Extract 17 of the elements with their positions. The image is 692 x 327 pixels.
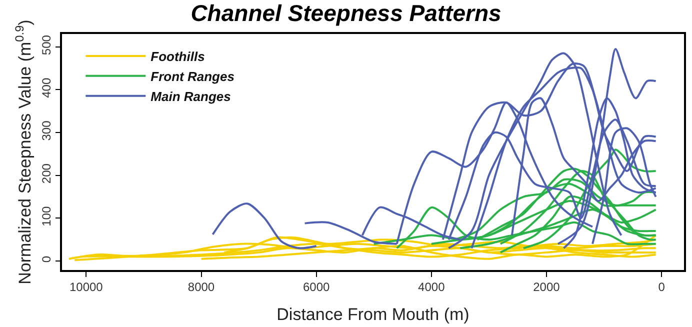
y-tick-label: 0: [39, 256, 54, 263]
x-axis-title: Distance From Mouth (m): [276, 305, 470, 324]
x-tick-label: 4000: [418, 280, 446, 294]
x-tick-label: 0: [658, 280, 666, 294]
x-tick-label: 2000: [533, 280, 560, 294]
x-tick-label: 8000: [188, 280, 215, 294]
x-tick-label: 10000: [69, 280, 104, 294]
y-tick-label: 400: [39, 78, 54, 98]
legend-label: Foothills: [150, 49, 205, 64]
y-tick-label: 100: [39, 206, 54, 226]
legend-label: Main Ranges: [150, 88, 231, 104]
x-tick-label: 6000: [302, 280, 330, 294]
chart-title: Channel Steepness Patterns: [190, 0, 502, 26]
y-tick-label: 200: [39, 163, 54, 184]
y-tick-label: 300: [39, 120, 54, 141]
y-tick-label: 500: [39, 34, 54, 56]
legend-label: Front Ranges: [150, 69, 234, 84]
